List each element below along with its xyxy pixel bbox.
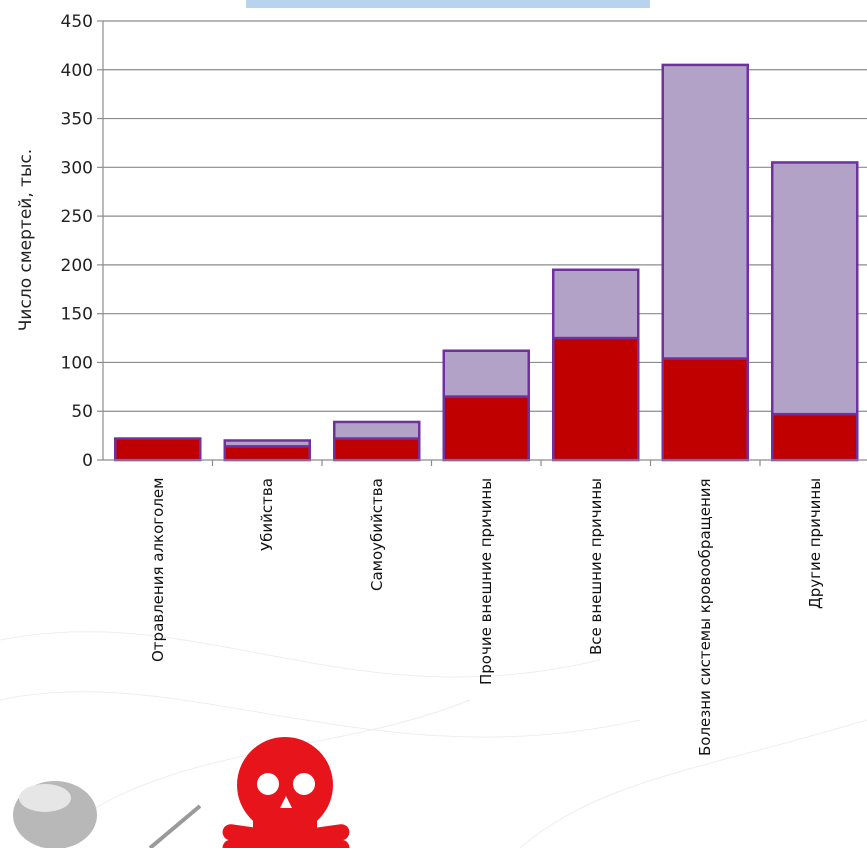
category-label: Другие причины [805,477,824,609]
decoration [13,737,350,848]
bar-segment-upper [771,161,859,416]
bars [114,63,859,462]
y-tick-label: 450 [61,12,93,32]
bar-segment-upper [333,420,421,440]
bar-segment-lower [552,336,640,462]
y-tick-label: 50 [71,402,93,422]
bar-segment-lower [442,395,530,462]
y-tick-label: 0 [82,451,93,471]
bar-segment-lower [333,437,421,462]
axes [97,20,867,466]
y-tick-label: 350 [61,110,93,130]
y-tick-label: 400 [61,61,93,81]
category-label: Самоубийства [367,478,386,591]
category-label: Прочие внешние причины [477,477,496,685]
y-tick-label: 150 [61,305,93,325]
bar-segment-lower [771,412,859,462]
title-banner-fragment [246,0,650,8]
y-axis-title: Число смертей, тыс. [16,148,36,332]
category-label: Все внешние причины [586,477,605,655]
y-tick-label: 300 [61,158,93,178]
bar-segment-lower [223,445,311,462]
bar-segment-upper [661,63,749,360]
bar-segment-upper [552,268,640,340]
category-label: Болезни системы кровообращения [696,478,715,756]
bar-segment-upper [442,349,530,398]
skull-crossbones-icon [222,737,350,848]
category-label: Убийства [258,478,277,551]
y-tick-label: 200 [61,256,93,276]
needle-icon [148,804,202,848]
y-tick-label: 100 [61,353,93,373]
y-axis-tick-labels: 0 50 100 150 200 250 300 350 400 450 [61,12,93,471]
category-label: Отравления алкоголем [148,477,167,662]
y-tick-label: 250 [61,207,93,227]
gray-ball-highlight [19,784,71,812]
bar-segment-lower [114,437,202,462]
bar-segment-upper [223,439,311,448]
bar-segment-lower [661,357,749,462]
